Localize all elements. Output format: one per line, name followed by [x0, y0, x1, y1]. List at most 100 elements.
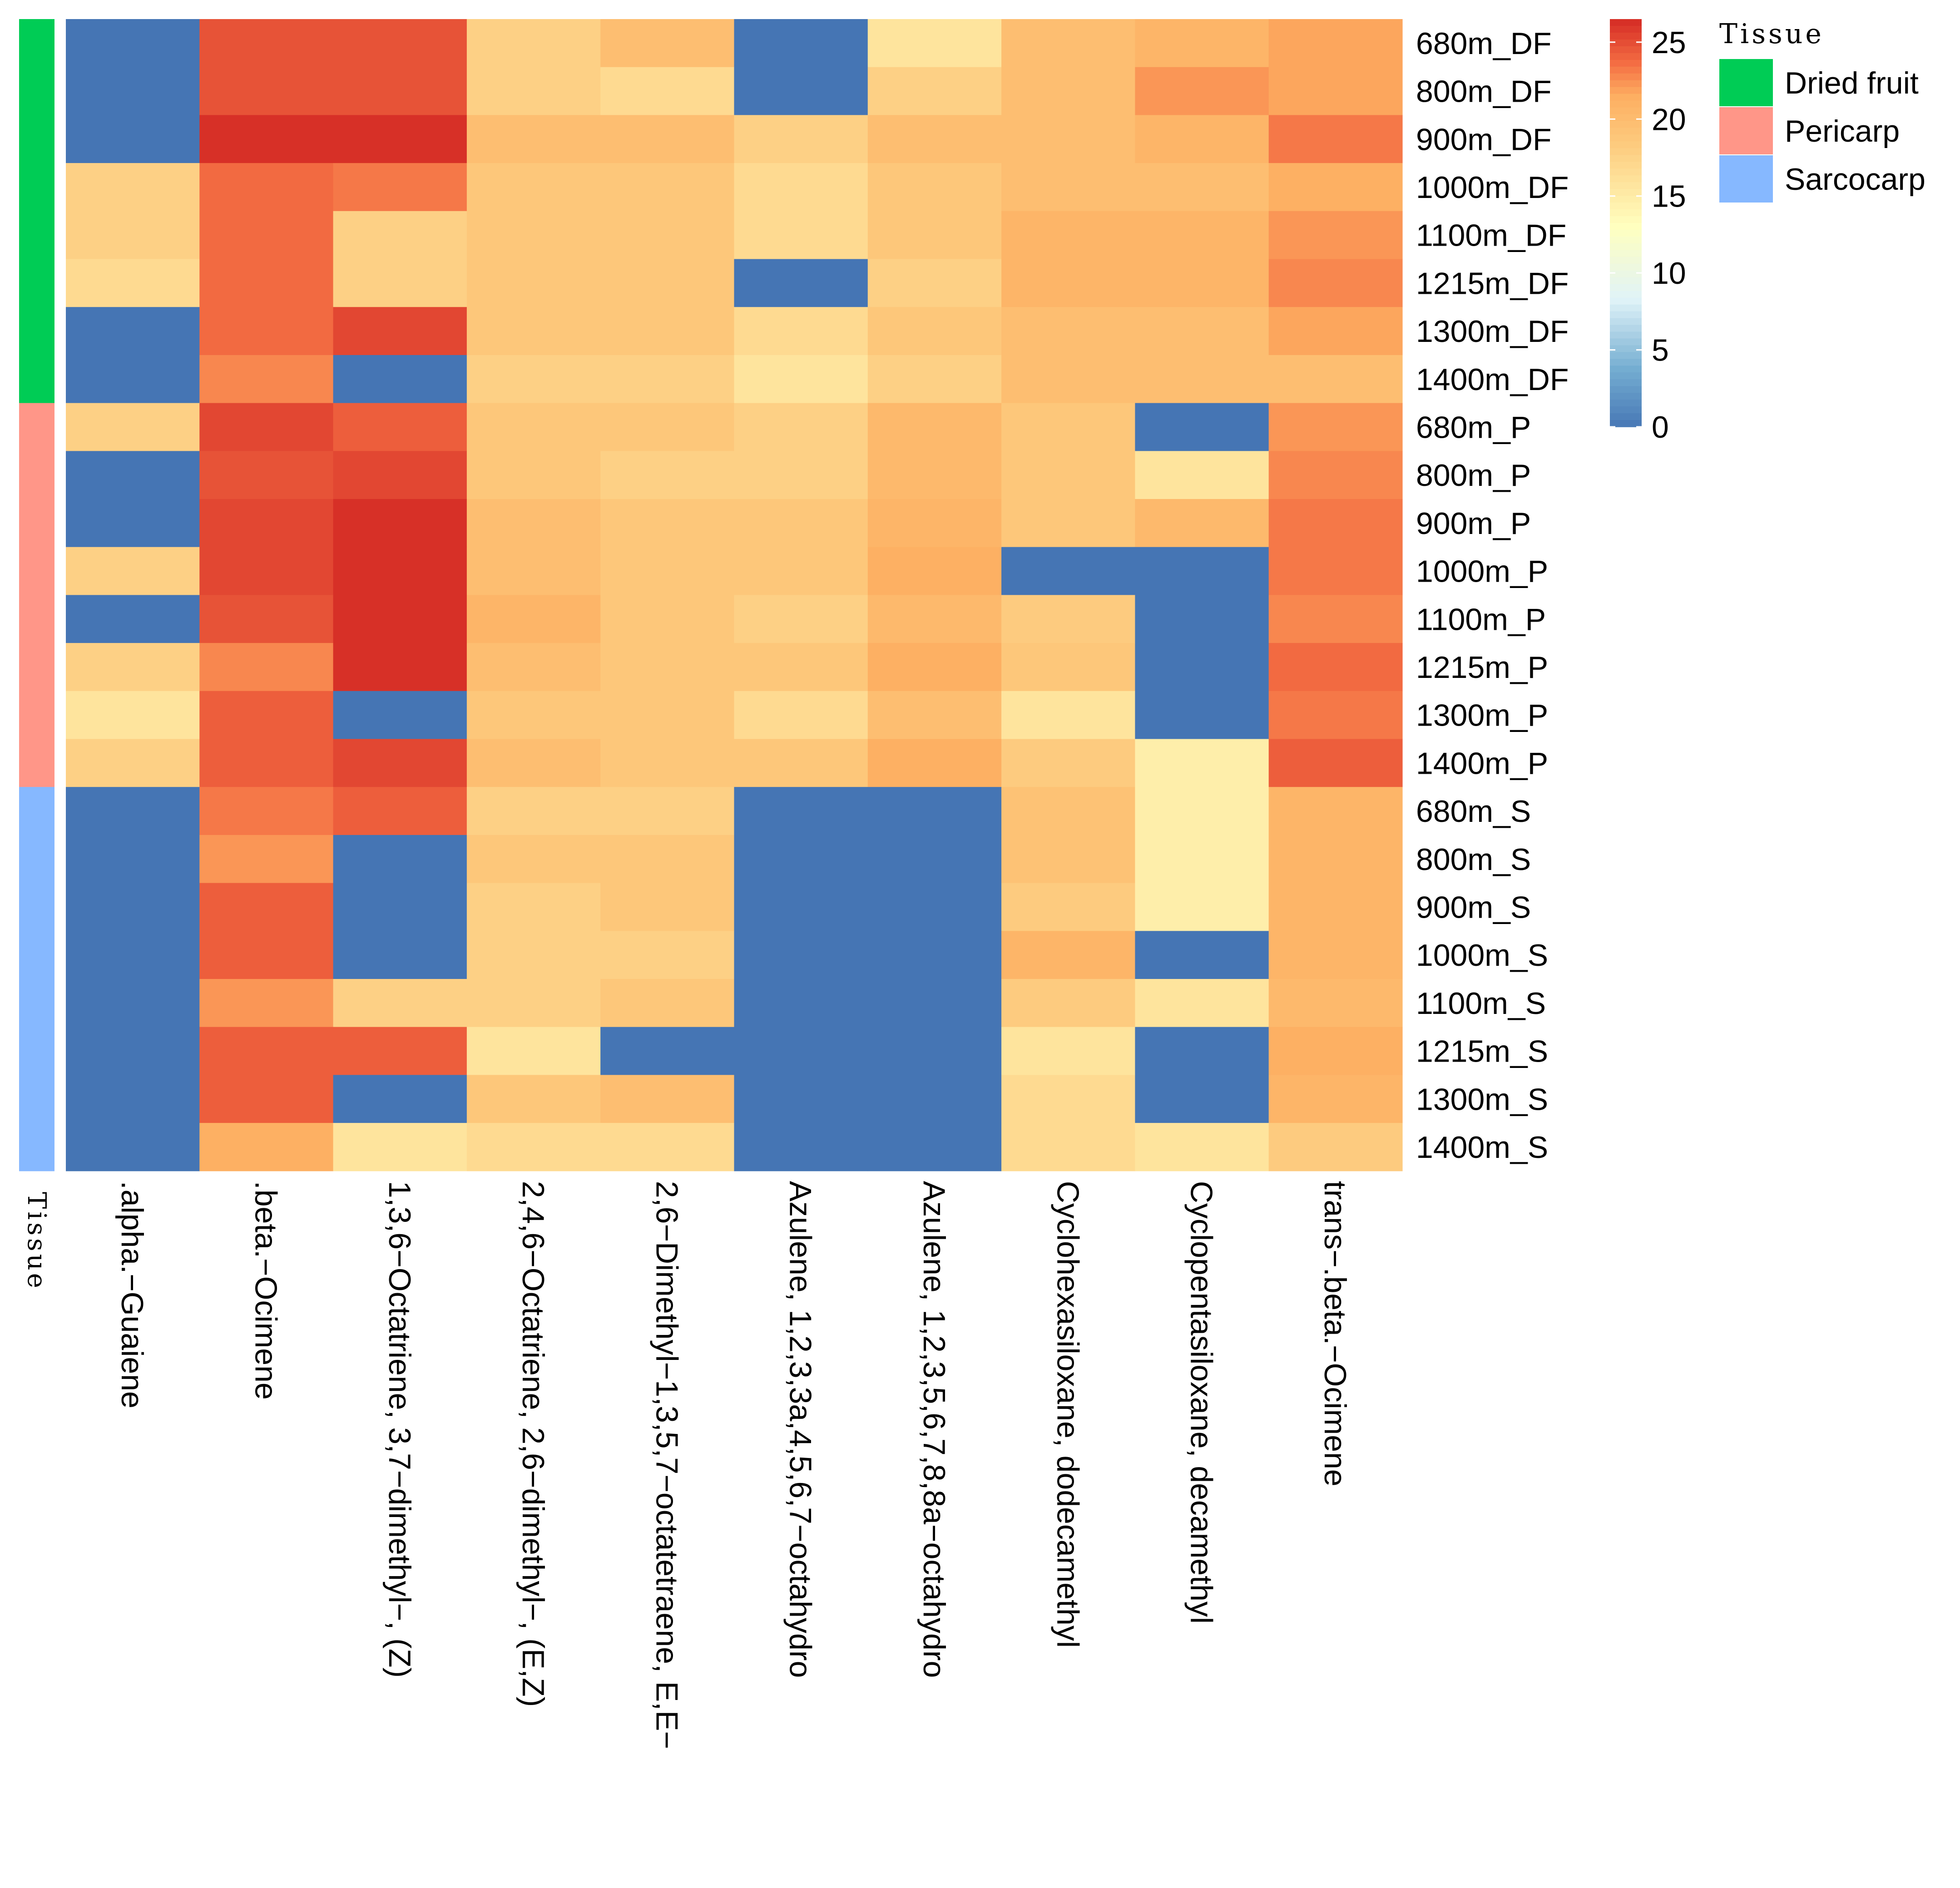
colorbar-segment — [1610, 155, 1642, 163]
heatmap-cell — [466, 163, 601, 212]
heatmap-cell — [1268, 163, 1403, 212]
heatmap-cell — [1268, 211, 1403, 260]
heatmap-cell — [867, 595, 1002, 643]
colorbar-segment — [1610, 53, 1642, 60]
heatmap-cell — [867, 355, 1002, 404]
heatmap-cell — [333, 787, 467, 835]
colorbar-segment — [1610, 366, 1642, 373]
heatmap-cell — [66, 979, 200, 1028]
colorbar-tick-label: 25 — [1652, 25, 1686, 60]
heatmap-cell — [1135, 1123, 1269, 1171]
heatmap-cell — [333, 595, 467, 643]
heatmap-cell — [1135, 979, 1269, 1028]
heatmap-cell — [734, 163, 868, 212]
heatmap-cell — [1268, 499, 1403, 548]
row-label: 800m_P — [1416, 458, 1531, 493]
heatmap-cell — [333, 835, 467, 884]
tissue-cell — [19, 163, 54, 212]
colorbar-segment — [1610, 325, 1642, 332]
heatmap-cell — [333, 979, 467, 1028]
colorbar-segment — [1610, 32, 1642, 40]
heatmap-cell — [1135, 1075, 1269, 1123]
heatmap-cell — [333, 307, 467, 356]
heatmap-cell — [1268, 67, 1403, 115]
heatmap-cell — [1135, 115, 1269, 163]
tissue-cell — [19, 211, 54, 260]
heatmap-cell — [66, 355, 200, 404]
heatmap-cell — [333, 643, 467, 692]
colorbar-segment — [1610, 141, 1642, 149]
tissue-cell — [19, 739, 54, 787]
colorbar-segment — [1610, 209, 1642, 217]
heatmap-cell — [734, 883, 868, 931]
heatmap-cell — [66, 643, 200, 692]
heatmap-cell — [1001, 787, 1135, 835]
heatmap-cell — [66, 883, 200, 931]
row-label: 1400m_DF — [1416, 362, 1569, 397]
heatmap-cell — [600, 67, 735, 115]
heatmap-cell — [1001, 1075, 1135, 1123]
heatmap-cell — [333, 67, 467, 115]
heatmap-cell — [1268, 451, 1403, 499]
heatmap-cell — [734, 259, 868, 307]
heatmap-cell — [333, 115, 467, 163]
heatmap-cell — [466, 643, 601, 692]
heatmap-cell — [66, 259, 200, 307]
heatmap-cell — [867, 1027, 1002, 1075]
row-label: 900m_S — [1416, 890, 1531, 924]
heatmap-cell — [466, 883, 601, 931]
heatmap-cell — [466, 787, 601, 835]
heatmap-cell — [734, 835, 868, 884]
colorbar-segment — [1610, 94, 1642, 101]
heatmap-cell — [1268, 691, 1403, 740]
colorbar-segment — [1610, 284, 1642, 292]
heatmap-cell — [199, 1027, 334, 1075]
colorbar-segment — [1610, 243, 1642, 251]
heatmap-cell — [734, 355, 868, 404]
tissue-cell — [19, 1075, 54, 1123]
heatmap-cell — [199, 643, 334, 692]
legend-swatch — [1719, 155, 1773, 203]
heatmap-cell — [199, 259, 334, 307]
heatmap-cell — [1135, 787, 1269, 835]
heatmap-cell — [466, 355, 601, 404]
heatmap-cell — [867, 499, 1002, 548]
heatmap-cell — [600, 691, 735, 740]
colorbar-segment — [1610, 229, 1642, 237]
colorbar-tick-label: 15 — [1652, 179, 1686, 214]
colorbar-tick-label: 10 — [1652, 256, 1686, 291]
heatmap-cell — [1135, 1027, 1269, 1075]
heatmap-cell — [199, 115, 334, 163]
heatmap-cell — [466, 211, 601, 260]
tissue-cell — [19, 115, 54, 163]
heatmap-cell — [867, 643, 1002, 692]
heatmap-cell — [66, 1123, 200, 1171]
heatmap-cell — [600, 451, 735, 499]
heatmap-cell — [66, 211, 200, 260]
heatmap-cell — [333, 19, 467, 68]
heatmap-cell — [199, 979, 334, 1028]
row-label: 1300m_DF — [1416, 314, 1569, 349]
legend-swatch — [1719, 59, 1773, 106]
colorbar-segment — [1610, 203, 1642, 210]
heatmap-cell — [466, 259, 601, 307]
tissue-cell — [19, 403, 54, 451]
tissue-legend: Tissue Dried fruit Pericarp Sarcocarp — [1719, 18, 1925, 203]
heatmap-cell — [466, 691, 601, 740]
heatmap-cell — [1268, 979, 1403, 1028]
heatmap-cell — [466, 979, 601, 1028]
legend-label: Pericarp — [1785, 114, 1900, 148]
colorbar-segment — [1610, 400, 1642, 407]
colorbar-segment — [1610, 196, 1642, 203]
heatmap-cell — [1268, 403, 1403, 451]
heatmap-cell — [600, 547, 735, 595]
heatmap-cell — [867, 691, 1002, 740]
heatmap-cell — [1268, 1027, 1403, 1075]
heatmap-cell — [466, 931, 601, 979]
heatmap-cell — [66, 595, 200, 643]
heatmap-cell — [867, 211, 1002, 260]
tissue-cell — [19, 499, 54, 548]
heatmap-cell — [867, 739, 1002, 787]
heatmap-cell — [1135, 451, 1269, 499]
